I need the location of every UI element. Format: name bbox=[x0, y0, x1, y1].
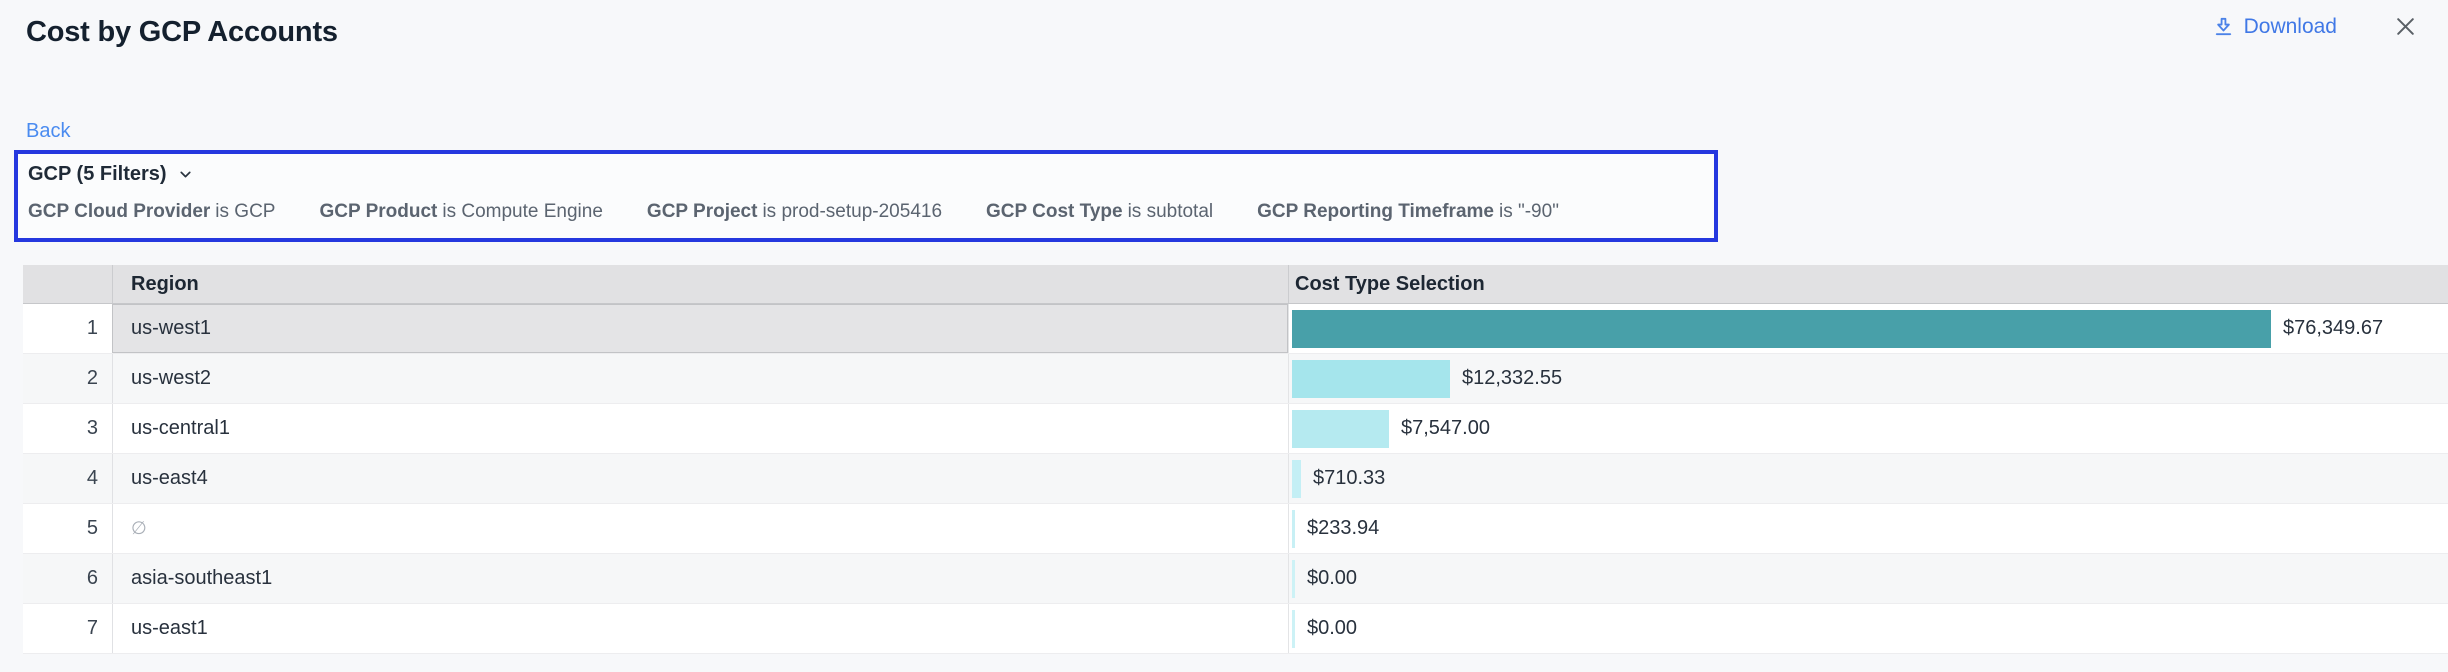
back-link[interactable]: Back bbox=[26, 120, 71, 142]
region-cell[interactable]: us-east1 bbox=[112, 604, 1288, 653]
cost-value: $7,547.00 bbox=[1401, 417, 1490, 439]
region-cell-label: us-central1 bbox=[131, 417, 230, 439]
page-title: Cost by GCP Accounts bbox=[26, 16, 338, 48]
download-icon bbox=[2212, 15, 2235, 38]
cost-cell: $0.00 bbox=[1288, 554, 2448, 603]
top-actions: Download bbox=[2212, 14, 2418, 39]
cost-cell: $233.94 bbox=[1288, 504, 2448, 553]
filter-item-product: GCP Product is Compute Engine bbox=[319, 201, 603, 222]
cost-value: $710.33 bbox=[1313, 467, 1386, 489]
table-row: 3 us-central1 $7,547.00 bbox=[23, 404, 2448, 454]
region-cell-label: us-west1 bbox=[131, 317, 212, 339]
cost-bar[interactable] bbox=[1292, 459, 1301, 498]
cost-cell: $710.33 bbox=[1288, 454, 2448, 503]
cost-cell: $0.00 bbox=[1288, 604, 2448, 653]
cost-bar[interactable] bbox=[1292, 409, 1389, 448]
close-icon bbox=[2393, 14, 2418, 39]
cost-value: $76,349.67 bbox=[2283, 317, 2384, 339]
region-cell-label: ∅ bbox=[131, 518, 147, 538]
close-button[interactable] bbox=[2393, 14, 2418, 39]
cost-value: $12,332.55 bbox=[1462, 367, 1563, 389]
cost-table: Region Cost Type Selection 1 us-west1 $7… bbox=[23, 265, 2448, 654]
table-row: 5 ∅ $233.94 bbox=[23, 504, 2448, 554]
row-number: 7 bbox=[86, 617, 98, 639]
region-cell[interactable]: asia-southeast1 bbox=[112, 554, 1288, 603]
region-column-header[interactable]: Region bbox=[112, 265, 1288, 303]
row-number: 1 bbox=[86, 317, 98, 339]
region-cell[interactable]: us-west2 bbox=[112, 354, 1288, 403]
cost-column-header[interactable]: Cost Type Selection bbox=[1288, 265, 2448, 303]
region-cell[interactable]: us-central1 bbox=[112, 404, 1288, 453]
cost-bar[interactable] bbox=[1292, 359, 1450, 398]
table-body: 1 us-west1 $76,349.67 2 us-west2 $12,332… bbox=[23, 304, 2448, 654]
table-row: 2 us-west2 $12,332.55 bbox=[23, 354, 2448, 404]
cost-value: $0.00 bbox=[1307, 617, 1358, 639]
chevron-down-icon bbox=[177, 166, 194, 183]
filter-list: GCP Cloud Provider is GCP GCP Product is C… bbox=[26, 201, 1702, 223]
filter-item-cloud-provider: GCP Cloud Provider is GCP bbox=[28, 201, 276, 222]
cost-value: $0.00 bbox=[1307, 567, 1358, 589]
region-cell-label: us-east4 bbox=[131, 467, 208, 489]
table-row: 4 us-east4 $710.33 bbox=[23, 454, 2448, 504]
table-row: 1 us-west1 $76,349.67 bbox=[23, 304, 2448, 354]
filter-item-reporting-timeframe: GCP Reporting Timeframe is "-90" bbox=[1257, 201, 1559, 222]
row-number-header bbox=[23, 265, 112, 303]
download-button[interactable]: Download bbox=[2212, 15, 2337, 39]
filter-item-cost-type: GCP Cost Type is subtotal bbox=[986, 201, 1214, 222]
cost-bar[interactable] bbox=[1292, 509, 1295, 548]
region-cell[interactable]: us-west1 bbox=[112, 304, 1288, 353]
row-number: 6 bbox=[86, 567, 98, 589]
row-number: 2 bbox=[86, 367, 98, 389]
region-cell-label: asia-southeast1 bbox=[131, 567, 273, 589]
region-cell[interactable]: us-east4 bbox=[112, 454, 1288, 503]
region-cell-label: us-west2 bbox=[131, 367, 212, 389]
table-header: Region Cost Type Selection bbox=[23, 265, 2448, 304]
filter-group-label: GCP (5 Filters) bbox=[28, 163, 167, 185]
cost-cell: $7,547.00 bbox=[1288, 404, 2448, 453]
cost-cell: $12,332.55 bbox=[1288, 354, 2448, 403]
cost-value: $233.94 bbox=[1307, 517, 1380, 539]
row-number: 4 bbox=[86, 467, 98, 489]
table-row: 6 asia-southeast1 $0.00 bbox=[23, 554, 2448, 604]
region-cell[interactable]: ∅ bbox=[112, 504, 1288, 553]
table-row: 7 us-east1 $0.00 bbox=[23, 604, 2448, 654]
filter-box: GCP (5 Filters) GCP Cloud Provider is GCP… bbox=[14, 150, 1718, 242]
cost-cell: $76,349.67 bbox=[1288, 304, 2448, 353]
row-number: 5 bbox=[86, 517, 98, 539]
cost-bar[interactable] bbox=[1292, 609, 1295, 648]
filter-item-project: GCP Project is prod-setup-205416 bbox=[646, 201, 943, 222]
filter-group-dropdown[interactable]: GCP (5 Filters) bbox=[26, 163, 194, 186]
download-label: Download bbox=[2243, 14, 2337, 38]
cost-bar[interactable] bbox=[1292, 309, 2271, 348]
cost-bar[interactable] bbox=[1292, 559, 1295, 598]
region-cell-label: us-east1 bbox=[131, 617, 208, 639]
row-number: 3 bbox=[86, 417, 98, 439]
